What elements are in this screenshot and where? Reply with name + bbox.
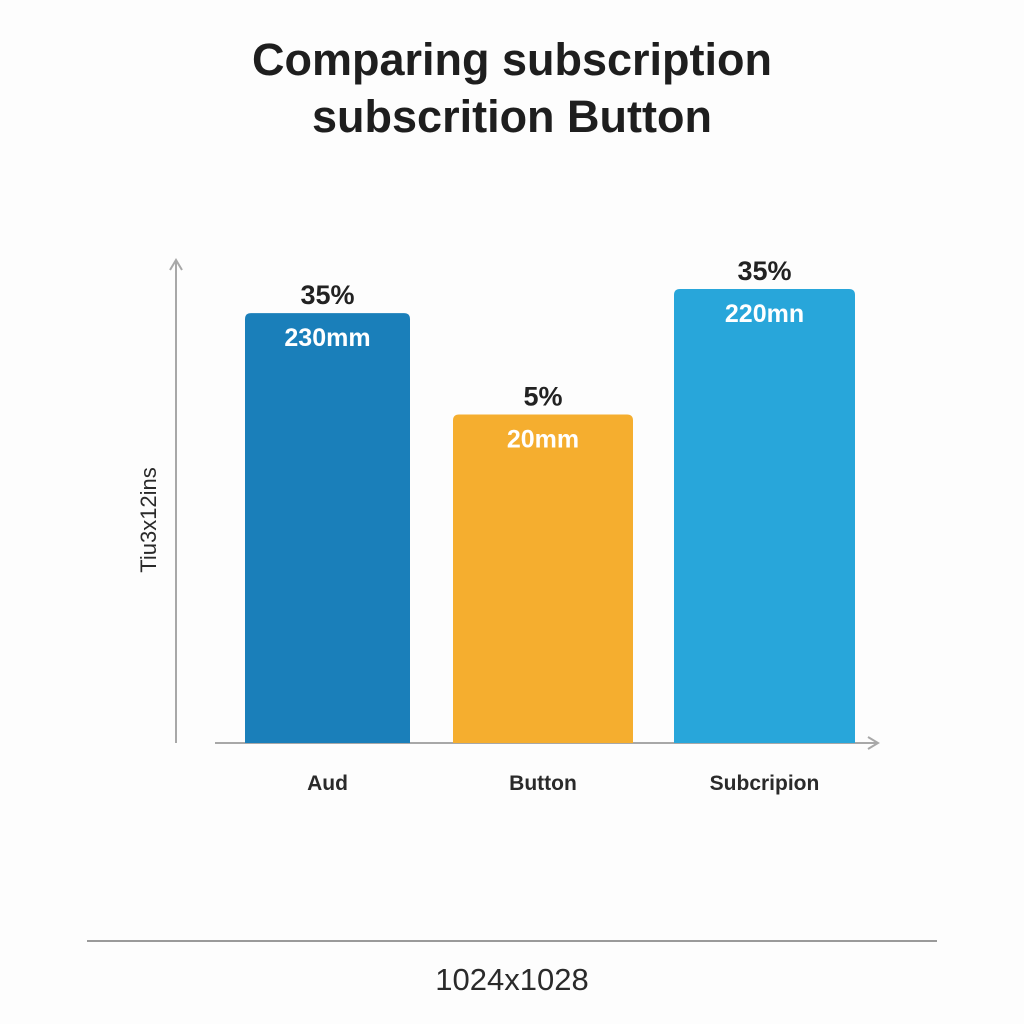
y-axis-label: Tiu3x12ins (136, 467, 161, 573)
y-axis-arrow-icon (169, 258, 183, 271)
footer-dimensions-label: 1024x1028 (435, 962, 589, 997)
footer-divider (87, 940, 937, 942)
x-tick-label: Subcripion (710, 772, 820, 795)
x-tick-label: Aud (307, 772, 348, 795)
x-tick-label: Button (509, 772, 577, 795)
bar-2 (674, 288, 855, 743)
bar-value-label: 220mn (725, 300, 804, 328)
bar-top-label: 5% (523, 382, 562, 412)
bar-0 (245, 313, 410, 743)
bar-value-label: 20mm (507, 426, 579, 454)
x-axis-arrow-icon (867, 736, 880, 750)
chart-title-line-2: subscrition Button (312, 91, 712, 142)
bar-1 (453, 414, 633, 743)
bar-top-label: 35% (300, 280, 354, 310)
bar-value-label: 230mm (284, 324, 370, 352)
bar-top-label: 35% (737, 256, 791, 286)
chart-title-line-1: Comparing subscription (251, 34, 773, 85)
